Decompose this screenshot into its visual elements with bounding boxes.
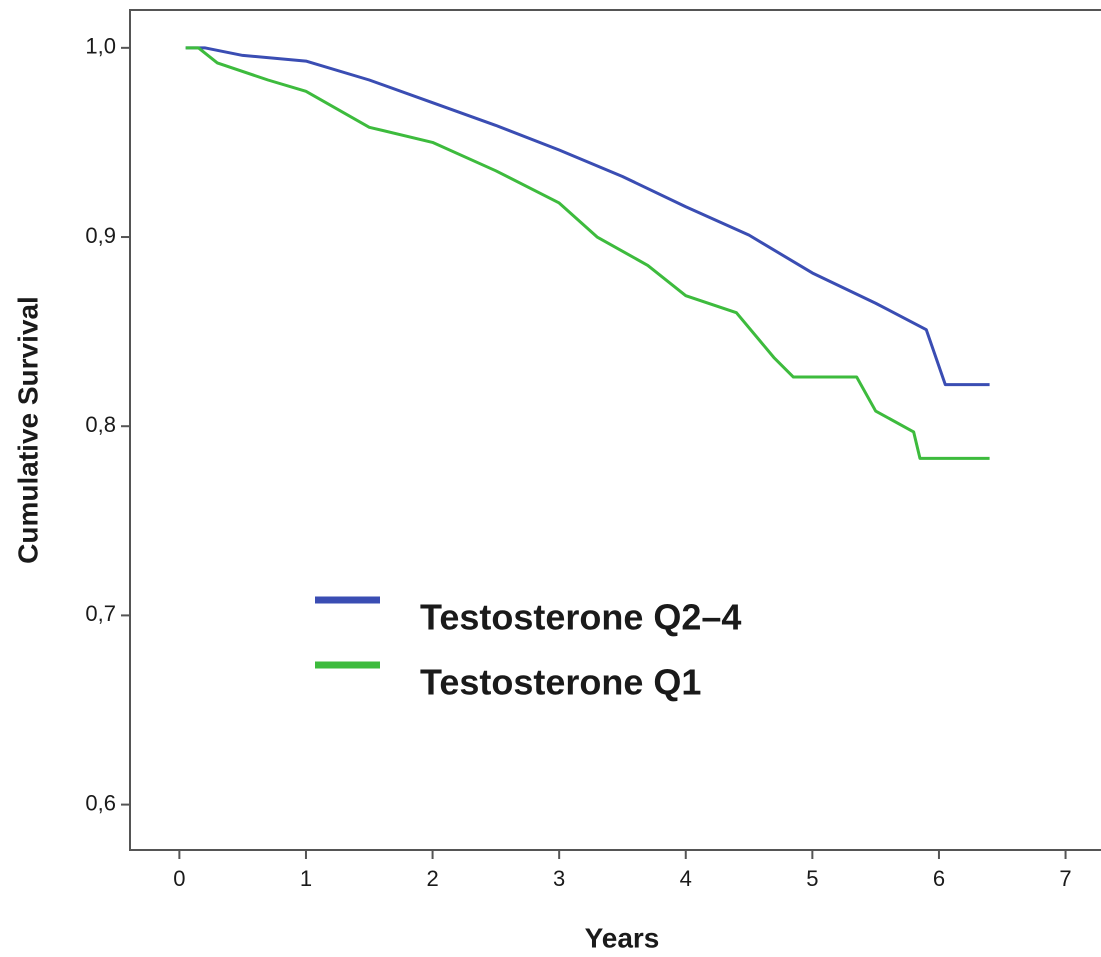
x-tick-label: 4 xyxy=(680,866,692,891)
y-tick-label: 1,0 xyxy=(85,34,116,59)
y-tick-label: 0,7 xyxy=(85,601,116,626)
y-axis-title: Cumulative Survival xyxy=(12,296,43,564)
legend-label: Testosterone Q1 xyxy=(420,662,701,703)
x-tick-label: 7 xyxy=(1059,866,1071,891)
x-axis-title: Years xyxy=(585,922,660,953)
y-tick-label: 0,9 xyxy=(85,223,116,248)
survival-line xyxy=(185,46,990,460)
legend-label: Testosterone Q2–4 xyxy=(420,597,741,638)
plot-frame xyxy=(129,9,1101,851)
x-tick-label: 5 xyxy=(806,866,818,891)
y-tick-label: 0,8 xyxy=(85,412,116,437)
survival-line xyxy=(185,46,990,387)
x-tick-label: 3 xyxy=(553,866,565,891)
x-tick-label: 2 xyxy=(426,866,438,891)
x-tick-label: 6 xyxy=(933,866,945,891)
x-tick-label: 0 xyxy=(173,866,185,891)
y-tick-label: 0,6 xyxy=(85,790,116,815)
x-tick-label: 1 xyxy=(300,866,312,891)
